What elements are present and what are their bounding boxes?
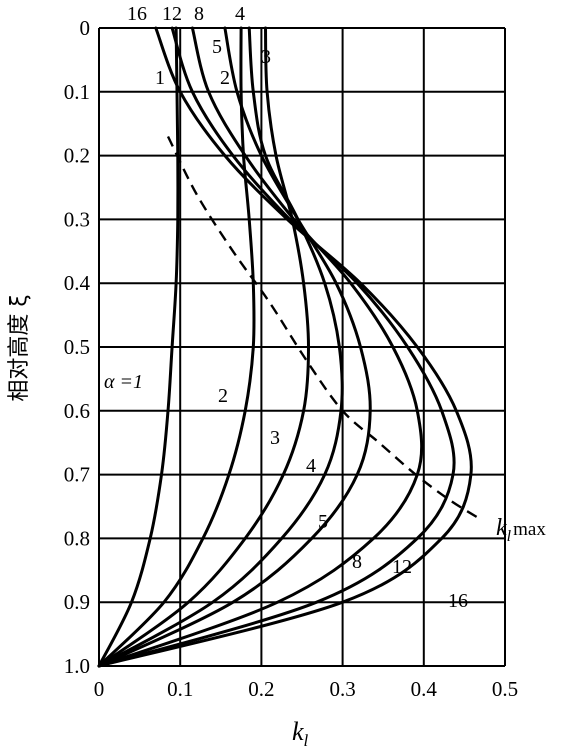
- y-tick-label-0: 0: [80, 16, 91, 40]
- kmax-label-max: max: [513, 519, 546, 540]
- series-alpha-5: [97, 26, 372, 668]
- bottom-label-4: 4: [306, 455, 316, 477]
- y-tick-label-5: 0.5: [64, 335, 90, 359]
- series-curves: [97, 26, 473, 668]
- series-alpha-3: [97, 26, 310, 668]
- x-tick-label-1: 0.1: [167, 677, 193, 701]
- bottom-label-3: 3: [270, 427, 280, 449]
- upper-label-2: 2: [220, 67, 230, 89]
- top-label-16: 16: [127, 3, 147, 25]
- x-tick-label-0: 0: [94, 677, 105, 701]
- series-alpha-4: [97, 26, 344, 668]
- upper-label-3: 3: [261, 46, 271, 68]
- x-axis-title: kl: [292, 717, 309, 749]
- y-tick-labels: 0 0.1 0.2 0.3 0.4 0.5 0.6 0.7 0.8 0.9 1.0: [64, 16, 91, 678]
- top-label-8: 8: [194, 3, 204, 25]
- x-tick-label-4: 0.4: [411, 677, 438, 701]
- y-tick-label-10: 1.0: [64, 654, 90, 678]
- series-alpha-2: [97, 26, 256, 668]
- x-tick-label-2: 0.2: [248, 677, 274, 701]
- bottom-label-8: 8: [352, 551, 362, 573]
- y-tick-label-2: 0.2: [64, 144, 90, 168]
- y-tick-label-3: 0.3: [64, 207, 90, 231]
- y-tick-label-9: 0.9: [64, 590, 90, 614]
- y-tick-label-4: 0.4: [64, 271, 91, 295]
- top-label-4: 4: [235, 3, 245, 25]
- alpha-label: α =1: [104, 371, 143, 393]
- y-tick-label-7: 0.7: [64, 463, 90, 487]
- series-alpha-1: [97, 26, 180, 668]
- series-alpha-12: [97, 26, 456, 668]
- x-tick-label-5: 0.5: [492, 677, 518, 701]
- x-tick-labels: 0 0.1 0.2 0.3 0.4 0.5: [94, 677, 518, 701]
- y-tick-label-6: 0.6: [64, 399, 90, 423]
- x-axis-title-sub: l: [304, 731, 309, 749]
- upper-label-5: 5: [212, 36, 222, 58]
- x-tick-label-3: 0.3: [329, 677, 355, 701]
- x-axis-title-k: k: [292, 717, 304, 746]
- kmax-label-k: k: [496, 515, 507, 541]
- kmax-label: kl max: [496, 515, 546, 545]
- bottom-label-2: 2: [218, 385, 228, 407]
- y-axis-title: 相对高度 ξ: [7, 294, 32, 401]
- top-label-12: 12: [162, 3, 182, 25]
- upper-label-1: 1: [155, 67, 165, 89]
- bottom-label-5: 5: [318, 511, 328, 533]
- y-tick-label-8: 0.8: [64, 526, 90, 550]
- series-alpha-16: [97, 26, 473, 668]
- bottom-label-12: 12: [392, 556, 412, 578]
- bottom-label-16: 16: [448, 590, 468, 612]
- grid: [98, 27, 506, 667]
- kmax-dashed-line: [166, 135, 482, 521]
- series-alpha-8: [97, 26, 424, 668]
- y-tick-label-1: 0.1: [64, 80, 90, 104]
- kmax-label-sub: l: [507, 528, 512, 545]
